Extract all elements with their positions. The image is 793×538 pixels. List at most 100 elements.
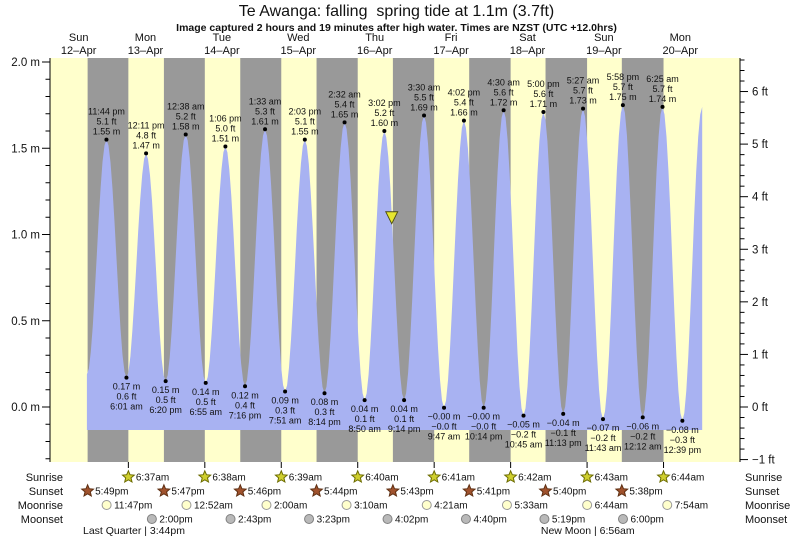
tide-label-line: −0.04 m [547, 418, 580, 428]
tide-label-line: 1.55 m [291, 127, 319, 137]
low-tide-label: −0.00 m −0.0 ft 9:47 am [428, 412, 461, 442]
tide-point-dot [203, 380, 208, 385]
tide-label-line: 5:00 pm [527, 79, 560, 89]
moonset-time: 2:43pm [238, 515, 271, 526]
tide-label-line: 12:11 pm [128, 120, 165, 130]
row-label-moonset-left: Moonset [21, 514, 63, 526]
tide-point-dot [302, 137, 307, 142]
tide-label-line: −0.05 m [507, 420, 540, 430]
tide-label-line: 0.6 ft [116, 392, 137, 402]
tide-point-dot [402, 398, 407, 403]
tide-label-line: 1.74 m [649, 94, 677, 104]
row-label-moonrise-left: Moonrise [18, 500, 63, 512]
sunrise-icon [121, 469, 136, 484]
tide-point-dot [521, 413, 526, 418]
day-label-name: Mon [135, 32, 156, 44]
sunrise-time: 6:38am [212, 473, 245, 484]
tide-point-dot [581, 106, 586, 111]
tide-curve [86, 105, 703, 430]
tide-label-line: 6:55 am [189, 407, 222, 417]
sunset-icon [538, 483, 553, 498]
tide-label-line: 1.60 m [371, 118, 399, 128]
day-label-date: 13–Apr [128, 45, 164, 57]
moon-phase-caption: Last Quarter | 3:44pm [83, 525, 185, 537]
sunset-time: 5:38pm [629, 487, 662, 498]
tide-label-line: 0.5 ft [196, 397, 217, 407]
day-label-date: 18–Apr [510, 45, 546, 57]
day-label-name: Sun [594, 32, 614, 44]
day-label-date: 16–Apr [357, 45, 393, 57]
moonrise-time: 11:47pm [114, 501, 152, 512]
tide-label-line: −0.1 ft [551, 428, 577, 438]
tide-label-line: 1:33 am [249, 96, 282, 106]
tide-label-line: 0.14 m [192, 387, 220, 397]
day-label-date: 14–Apr [204, 45, 240, 57]
tide-label-line: 12:38 am [167, 101, 205, 111]
sunrise-time: 6:41am [442, 473, 475, 484]
tide-label-line: 1.71 m [530, 99, 558, 109]
left-axis-label: 0.5 m [11, 316, 40, 328]
sunset-icon [156, 483, 172, 498]
tide-point-dot [481, 405, 486, 410]
sunset-icon [80, 483, 95, 498]
capture-caption: Image captured 2 hours and 19 minutes af… [176, 22, 617, 34]
tide-label-line: 0.04 m [390, 404, 418, 414]
tide-label-line: 5.4 ft [335, 99, 356, 109]
moonset-time: 4:02pm [395, 515, 428, 526]
high-tide-label: 1:06 pm 5.0 ft 1.51 m [209, 114, 242, 144]
low-tide-label: 0.17 m 0.6 ft 6:01 am [110, 382, 143, 412]
tide-label-line: 0.17 m [113, 382, 141, 392]
tide-point-dot [620, 103, 625, 108]
low-tide-label: −0.00 m −0.0 ft 10:14 pm [465, 412, 503, 442]
moonset-time: 4:40pm [473, 515, 506, 526]
tide-point-dot [382, 129, 387, 133]
tide-label-line: 11:44 pm [88, 107, 125, 117]
capture-marker-icon [384, 211, 399, 225]
moonset-time: 3:23pm [317, 515, 350, 526]
tide-label-line: 0.3 ft [314, 407, 335, 417]
high-tide-label: 11:44 pm 5.1 ft 1.55 m [88, 107, 125, 137]
sunrise-icon [656, 469, 671, 484]
moonrise-icon [101, 500, 112, 510]
moonset-icon [382, 514, 393, 524]
tide-point-dot [442, 405, 447, 410]
day-label-name: Thu [365, 32, 384, 44]
day-label-date: 20–Apr [663, 45, 699, 57]
tide-point-dot [183, 132, 188, 137]
tide-label-line: −0.00 m [428, 412, 461, 422]
moonset-icon [225, 514, 236, 524]
day-label-name: Sun [69, 32, 89, 44]
tide-label-line: −0.2 ft [511, 430, 537, 440]
tide-label-line: −0.2 ft [630, 431, 656, 441]
low-tide-label: −0.07 m −0.2 ft 11:43 am [585, 423, 622, 453]
sunset-time: 5:40pm [553, 487, 586, 498]
tide-label-line: −0.06 m [626, 421, 659, 431]
tide-label-line: 5.7 ft [573, 86, 594, 96]
low-tide-label: 0.08 m 0.3 ft 8:14 pm [308, 397, 341, 427]
tide-label-line: −0.08 m [666, 425, 699, 435]
day-label-name: Wed [287, 32, 309, 44]
sun-moon-rows: Sunrise Sunrise 6:37am 6:38am 6:39am 6:40am 6:… [18, 469, 790, 537]
low-tide-label: −0.05 m −0.2 ft 10:45 am [505, 420, 543, 450]
sunrise-icon [274, 469, 289, 484]
tide-label-line: 1.61 m [251, 116, 279, 126]
high-tide-label: 5:58 pm 5.7 ft 1.75 m [607, 72, 640, 102]
sunset-icon [614, 483, 629, 498]
sunrise-time: 6:39am [289, 473, 322, 484]
moonset-time: 5:19pm [552, 515, 585, 526]
right-axis-label: 3 ft [752, 244, 769, 256]
tide-label-line: 5:27 am [567, 76, 600, 86]
left-axis-label: 1.5 m [11, 143, 40, 155]
right-axis-label: 6 ft [752, 87, 769, 99]
moonset-icon [617, 514, 628, 524]
tide-label-line: 11:13 pm [545, 438, 582, 448]
tide-label-line: 1:06 pm [209, 114, 242, 124]
tide-label-line: 6:20 pm [149, 405, 182, 415]
tide-label-line: 8:50 am [348, 424, 381, 434]
sunrise-time: 6:40am [365, 473, 398, 484]
moonrise-time: 12:52am [194, 501, 233, 512]
right-axis-label: 1 ft [752, 349, 769, 361]
sunset-icon [462, 483, 477, 498]
tide-label-line: 5.4 ft [454, 98, 475, 108]
